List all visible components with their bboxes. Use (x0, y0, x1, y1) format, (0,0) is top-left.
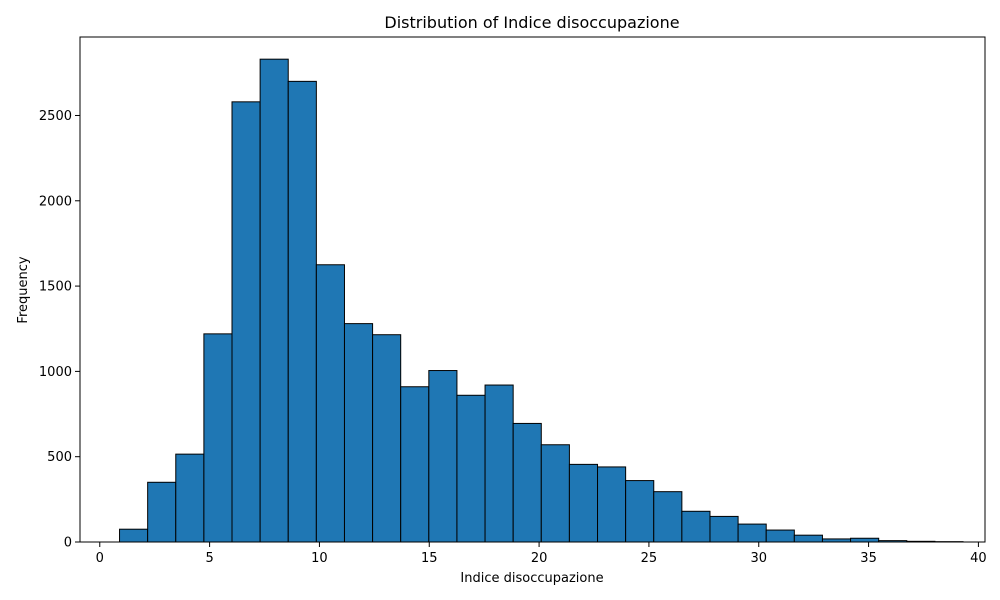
histogram-bar (287, 80, 317, 543)
histogram-bar (400, 386, 430, 543)
y-axis-ticks: 0 500 1000 1500 2000 2500 (39, 109, 80, 551)
histogram-bar (737, 523, 767, 543)
y-tick-label: 2500 (39, 109, 72, 124)
x-axis-ticks: 0 5 10 15 20 25 30 35 40 (96, 542, 987, 566)
histogram-bar (597, 466, 627, 543)
x-tick-label: 10 (311, 551, 328, 566)
x-tick-label: 40 (970, 551, 987, 566)
histogram-bar (175, 453, 205, 543)
plot-frame (79, 36, 986, 543)
histogram-bar (428, 370, 458, 543)
histogram-bar (681, 510, 711, 543)
x-tick-label: 0 (96, 551, 104, 566)
histogram-bar (315, 264, 345, 543)
histogram-bar (568, 463, 599, 543)
y-tick-label: 500 (47, 450, 72, 465)
y-tick-label: 1500 (39, 280, 72, 295)
y-tick-label: 0 (64, 536, 72, 551)
chart-title: Distribution of Indice disoccupazione (384, 13, 679, 32)
histogram-bar (512, 422, 542, 543)
histogram-bar (372, 334, 402, 543)
x-tick-label: 5 (205, 551, 213, 566)
histogram-bar (259, 58, 289, 543)
histogram-bar (456, 394, 486, 543)
x-tick-label: 15 (421, 551, 438, 566)
histogram-bar (653, 491, 683, 543)
x-axis-label: Indice disoccupazione (460, 571, 603, 586)
x-tick-label: 25 (641, 551, 658, 566)
histogram-bar (793, 534, 823, 543)
histogram-bar (709, 515, 739, 543)
x-tick-label: 35 (860, 551, 877, 566)
y-tick-label: 2000 (39, 194, 72, 209)
x-tick-label: 20 (531, 551, 548, 566)
histogram-bar (850, 537, 880, 543)
histogram-bar (231, 101, 261, 543)
histogram-bar (484, 384, 514, 543)
histogram-bar (147, 481, 177, 543)
histogram-bar (625, 480, 655, 543)
histogram-bar (540, 444, 570, 543)
histogram-bar (119, 528, 149, 543)
histogram-bar (343, 323, 374, 543)
histogram-bar (203, 333, 233, 543)
x-tick-label: 30 (750, 551, 767, 566)
y-axis-label: Frequency (16, 256, 31, 323)
y-tick-label: 1000 (39, 365, 72, 380)
bars-group (119, 58, 964, 543)
histogram-bar (765, 529, 795, 543)
